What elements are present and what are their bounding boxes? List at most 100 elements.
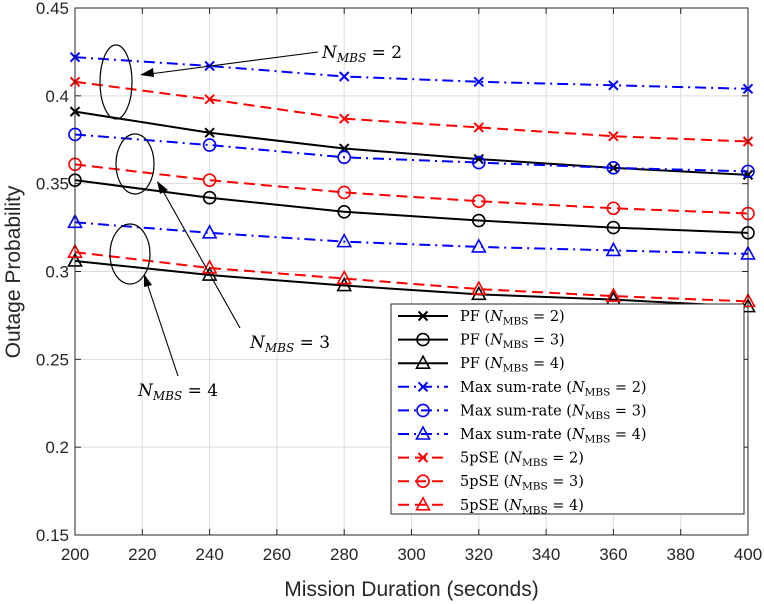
legend-item: PF (NMBS = 3) (398, 332, 565, 352)
data-point (204, 127, 215, 138)
data-point (605, 287, 622, 302)
y-tick-label: 0.4 (45, 87, 69, 106)
data-point (202, 138, 217, 152)
legend-marker (416, 403, 430, 418)
annotation-ellipse-n2 (99, 44, 133, 120)
arrow-n4 (144, 276, 179, 377)
data-point (473, 122, 485, 133)
data-point (337, 204, 352, 219)
data-point (336, 232, 353, 248)
data-point (608, 131, 619, 142)
data-point (470, 238, 487, 253)
legend-label: 5pSE (NMBS = 3) (460, 474, 584, 493)
arrow-n3 (158, 183, 241, 329)
y-tick-label: 0.15 (36, 526, 69, 545)
legend-item: Max sum-rate (NMBS = 4) (398, 425, 647, 446)
data-point (201, 224, 218, 239)
x-tick-label: 260 (263, 545, 291, 564)
data-point (471, 155, 486, 170)
annotation-n4: NMBS = 4 (137, 381, 218, 403)
series-line (74, 80, 749, 143)
axis-ticks: 200 220 240 260 280 300 320 340 360 380 400 0.15 0.2… (36, 0, 762, 564)
legend-items: PF (NMBS = 2) PF (NMBS = 3) PF (NMBS = 4) M… (398, 309, 647, 516)
data-point (201, 266, 218, 281)
annotation-ellipse-n3 (115, 133, 155, 195)
y-tick-label: 0.45 (36, 0, 69, 18)
data-point (471, 213, 486, 228)
legend-marker (416, 474, 430, 489)
x-tick-label: 340 (532, 545, 560, 564)
data-point (336, 276, 353, 292)
series-line (74, 251, 749, 303)
series-line (74, 163, 749, 215)
legend-label: PF (NMBS = 2) (460, 309, 565, 328)
y-tick-label: 0.35 (36, 175, 69, 194)
legend-item: 5pSE (NMBS = 2) (398, 451, 584, 470)
y-axis-label: Outage Probability (2, 185, 25, 358)
series-line (74, 221, 749, 255)
data-point (337, 185, 352, 200)
y-tick-label: 0.3 (45, 263, 69, 282)
x-tick-label: 360 (599, 545, 627, 564)
arrowhead-n3 (157, 181, 168, 194)
data-point (338, 71, 350, 82)
y-tick-label: 0.2 (45, 438, 69, 457)
legend-label: Max sum-rate (NMBS = 4) (460, 427, 647, 446)
legend-item: 5pSE (NMBS = 4) (398, 496, 584, 517)
data-point (608, 80, 619, 91)
annotation-arrows (140, 51, 319, 377)
data-point (336, 269, 353, 285)
data-point (605, 241, 622, 257)
plot-border (74, 7, 749, 536)
legend-box (390, 303, 745, 515)
x-tick-label: 280 (330, 545, 358, 564)
legend-marker (416, 332, 430, 347)
legend-marker (417, 310, 429, 322)
y-tick-label: 0.25 (36, 350, 69, 369)
x-tick-label: 380 (667, 545, 695, 564)
data-point (202, 173, 217, 187)
data-point (471, 194, 486, 209)
legend-label: Max sum-rate (NMBS = 3) (460, 403, 647, 422)
x-tick-label: 400 (734, 545, 762, 564)
data-point (606, 220, 621, 235)
legend-label: PF (NMBS = 4) (460, 356, 565, 375)
x-tick-label: 300 (397, 545, 425, 564)
legend-label: PF (NMBS = 3) (460, 333, 565, 352)
legend-item: PF (NMBS = 4) (398, 354, 565, 375)
series-line (74, 179, 749, 234)
x-axis-label: Mission Duration (seconds) (284, 578, 538, 601)
data-point (606, 201, 621, 216)
legend-marker (417, 452, 429, 463)
annotation-n2: NMBS = 2 (321, 43, 402, 65)
legend-marker (417, 381, 429, 393)
legend-label: 5pSE (NMBS = 2) (460, 451, 584, 470)
annotation-ellipse-n4 (109, 223, 151, 285)
legend: PF (NMBS = 2) PF (NMBS = 3) PF (NMBS = 4) M… (390, 303, 745, 516)
legend-marker (415, 425, 431, 440)
x-tick-label: 240 (195, 545, 223, 564)
annotation-n3: NMBS = 3 (249, 333, 330, 355)
data-point (204, 94, 215, 105)
series-line (74, 259, 749, 308)
legend-item: Max sum-rate (NMBS = 2) (398, 380, 647, 399)
series-group (67, 51, 756, 313)
data-point (338, 113, 350, 124)
legend-item: 5pSE (NMBS = 3) (398, 474, 584, 493)
data-point (337, 150, 352, 165)
legend-label: 5pSE (NMBS = 4) (460, 498, 584, 517)
x-tick-label: 220 (128, 545, 156, 564)
x-tick-label: 200 (61, 545, 89, 564)
data-point (473, 76, 485, 87)
series-line (74, 56, 749, 90)
x-tick-label: 320 (465, 545, 493, 564)
legend-marker (415, 496, 431, 511)
data-point (606, 161, 621, 175)
legend-item: Max sum-rate (NMBS = 3) (398, 403, 647, 422)
legend-label: Max sum-rate (NMBS = 2) (460, 380, 647, 399)
series-line (74, 133, 749, 173)
arrowhead-n2 (140, 68, 154, 77)
arrowhead-n4 (144, 274, 152, 287)
arrow-n2 (141, 51, 319, 76)
